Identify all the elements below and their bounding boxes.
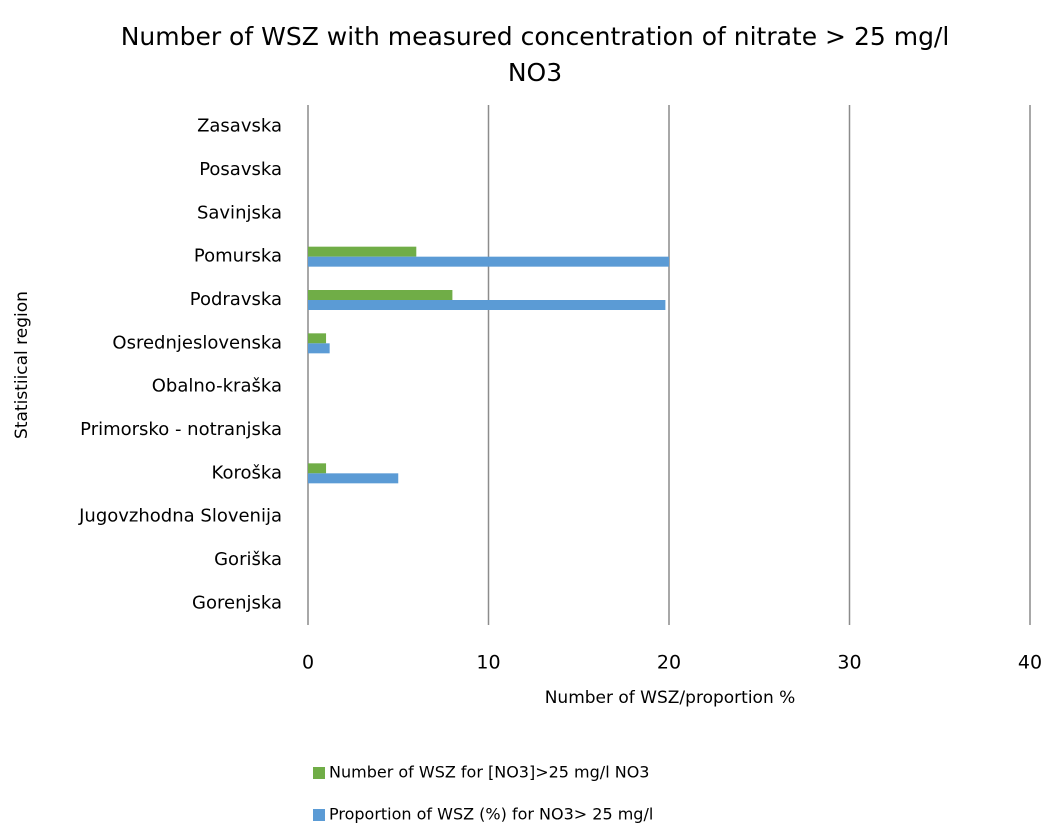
bar: [308, 463, 327, 474]
y-tick-label: Osrednjeslovenska: [112, 332, 282, 353]
y-tick-label: Savinjska: [197, 202, 282, 223]
bar: [308, 300, 666, 310]
legend-label: Proportion of WSZ (%) for NO3> 25 mg/l: [329, 805, 653, 824]
bar: [308, 290, 453, 300]
x-tick-label: 30: [837, 652, 861, 674]
y-axis-label: Statistiical region: [12, 291, 32, 439]
chart-title: Number of WSZ with measured concentratio…: [121, 22, 950, 51]
y-tick-label: Pomurska: [194, 246, 282, 267]
bar: [308, 246, 417, 257]
bar: [308, 473, 399, 484]
y-tick-label: Gorenjska: [192, 592, 282, 613]
legend-swatch: [313, 809, 325, 821]
x-tick-label: 0: [302, 652, 314, 674]
chart-title: NO3: [508, 58, 562, 87]
legend-label: Number of WSZ for [NO3]>25 mg/l NO3: [329, 763, 649, 782]
y-tick-label: Goriška: [214, 549, 282, 570]
bar: [308, 256, 669, 267]
y-tick-label: Koroška: [212, 462, 282, 483]
y-tick-label: Zasavska: [197, 116, 282, 137]
x-tick-label: 40: [1018, 652, 1042, 674]
bar: [308, 343, 330, 354]
y-tick-label: Jugovzhodna Slovenija: [78, 506, 282, 527]
y-tick-label: Primorsko - notranjska: [80, 419, 282, 440]
bar: [308, 333, 327, 344]
y-tick-label: Obalno-kraška: [152, 376, 282, 397]
y-tick-label: Podravska: [190, 289, 282, 310]
x-tick-label: 10: [476, 652, 500, 674]
x-axis-label: Number of WSZ/proportion %: [545, 688, 796, 708]
x-tick-label: 20: [657, 652, 681, 674]
legend-swatch: [313, 767, 325, 779]
y-tick-label: Posavska: [199, 159, 282, 180]
